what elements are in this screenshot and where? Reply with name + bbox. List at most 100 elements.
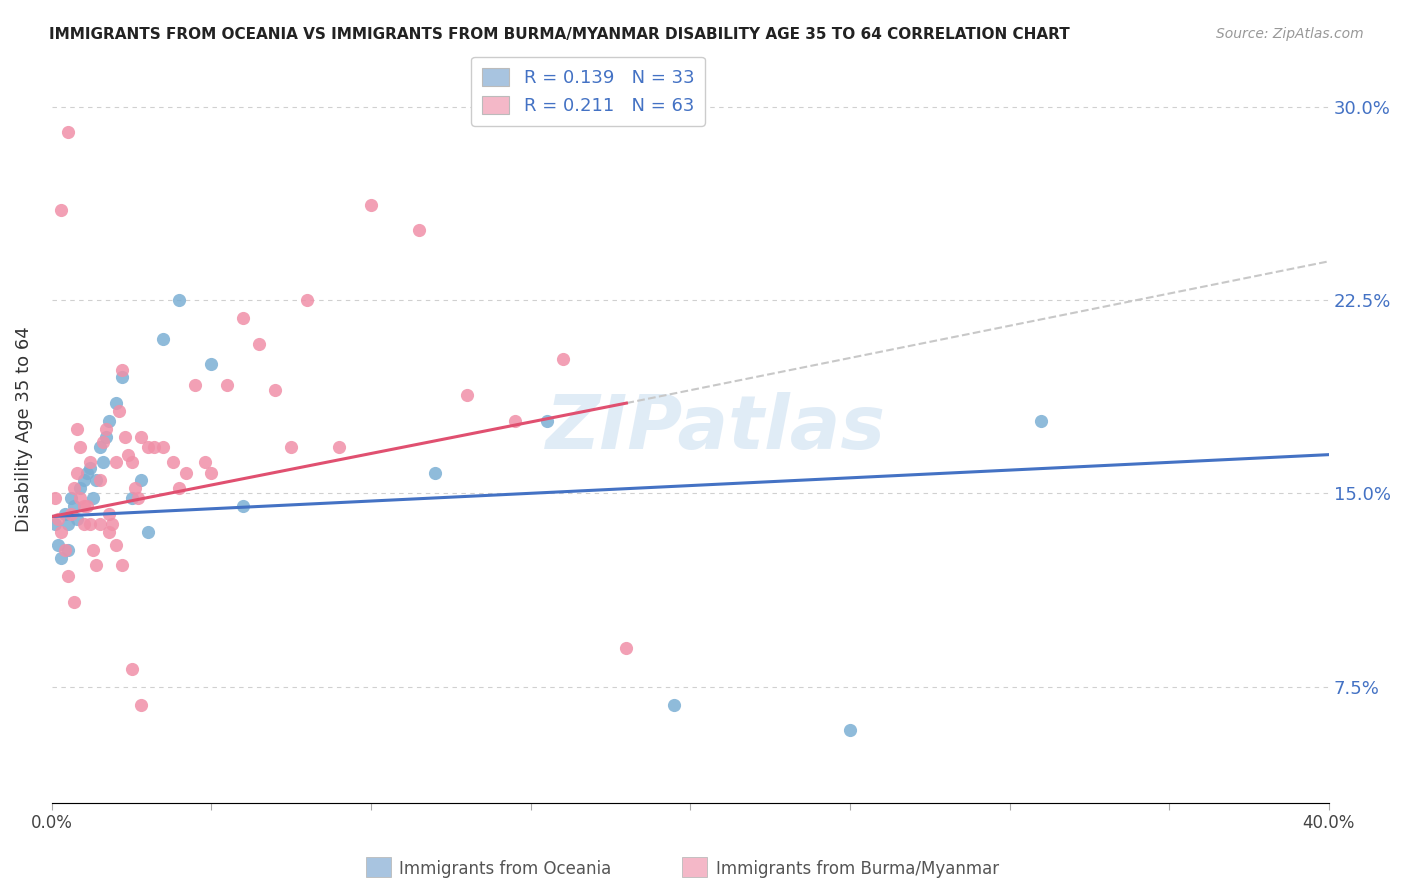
Point — [91, 434, 114, 449]
Point — [76, 466, 98, 480]
Point — [217, 378, 239, 392]
Point — [111, 558, 134, 573]
Point — [53, 543, 76, 558]
Point — [114, 429, 136, 443]
Point — [94, 422, 117, 436]
Point — [91, 455, 114, 469]
Point — [200, 358, 222, 372]
Point — [104, 396, 127, 410]
Point — [66, 512, 89, 526]
Point — [616, 640, 638, 655]
Point — [73, 474, 96, 488]
Point — [232, 311, 254, 326]
Point — [73, 499, 96, 513]
Point — [117, 448, 139, 462]
Point — [169, 293, 191, 307]
Point — [98, 414, 121, 428]
Point — [56, 126, 79, 140]
Point — [264, 383, 287, 397]
Point — [69, 481, 91, 495]
Point — [551, 352, 574, 367]
Point — [89, 474, 111, 488]
Point — [46, 512, 69, 526]
Point — [169, 481, 191, 495]
Point — [142, 440, 165, 454]
Y-axis label: Disability Age 35 to 64: Disability Age 35 to 64 — [15, 326, 32, 532]
Point — [56, 568, 79, 582]
Point — [503, 414, 526, 428]
Point — [129, 698, 152, 712]
Point — [162, 455, 184, 469]
Point — [152, 440, 174, 454]
Point — [536, 414, 558, 428]
Point — [121, 491, 143, 506]
Point — [408, 223, 430, 237]
Point — [79, 517, 101, 532]
Point — [56, 517, 79, 532]
Point — [174, 466, 197, 480]
Point — [129, 474, 152, 488]
Text: Immigrants from Burma/Myanmar: Immigrants from Burma/Myanmar — [716, 860, 998, 878]
Point — [328, 440, 350, 454]
Point — [111, 370, 134, 384]
Point — [53, 507, 76, 521]
Point — [66, 422, 89, 436]
Point — [51, 550, 73, 565]
Point — [76, 499, 98, 513]
Point — [89, 440, 111, 454]
Point — [104, 538, 127, 552]
Point — [44, 517, 66, 532]
Point — [136, 524, 159, 539]
Point — [152, 332, 174, 346]
Point — [360, 197, 382, 211]
Point — [89, 517, 111, 532]
Point — [280, 440, 302, 454]
Point — [86, 474, 108, 488]
Point — [194, 455, 217, 469]
Text: Source: ZipAtlas.com: Source: ZipAtlas.com — [1216, 27, 1364, 41]
Point — [104, 455, 127, 469]
Point — [247, 336, 270, 351]
Legend: R = 0.139   N = 33, R = 0.211   N = 63: R = 0.139 N = 33, R = 0.211 N = 63 — [471, 57, 704, 126]
Point — [121, 662, 143, 676]
Point — [232, 499, 254, 513]
Point — [51, 524, 73, 539]
Point — [200, 466, 222, 480]
Point — [63, 481, 86, 495]
Point — [111, 362, 134, 376]
Point — [456, 388, 478, 402]
Point — [66, 466, 89, 480]
Point — [124, 481, 146, 495]
Point — [101, 517, 124, 532]
Text: Immigrants from Oceania: Immigrants from Oceania — [399, 860, 612, 878]
Point — [79, 460, 101, 475]
Point — [127, 491, 149, 506]
Point — [94, 429, 117, 443]
Point — [82, 491, 104, 506]
Point — [86, 558, 108, 573]
Point — [59, 491, 82, 506]
Point — [129, 429, 152, 443]
Point — [59, 507, 82, 521]
Point — [423, 466, 446, 480]
Point — [51, 202, 73, 217]
Point — [121, 455, 143, 469]
Point — [73, 517, 96, 532]
Point — [664, 698, 686, 712]
Point — [107, 404, 129, 418]
Point — [63, 594, 86, 608]
Text: ZIPatlas: ZIPatlas — [546, 392, 886, 466]
Point — [82, 543, 104, 558]
Point — [98, 524, 121, 539]
Point — [69, 491, 91, 506]
Point — [44, 491, 66, 506]
Point — [838, 723, 860, 738]
Point — [56, 543, 79, 558]
Point — [69, 440, 91, 454]
Point — [98, 507, 121, 521]
Point — [136, 440, 159, 454]
Point — [79, 455, 101, 469]
Point — [295, 293, 318, 307]
Text: IMMIGRANTS FROM OCEANIA VS IMMIGRANTS FROM BURMA/MYANMAR DISABILITY AGE 35 TO 64: IMMIGRANTS FROM OCEANIA VS IMMIGRANTS FR… — [49, 27, 1070, 42]
Point — [184, 378, 207, 392]
